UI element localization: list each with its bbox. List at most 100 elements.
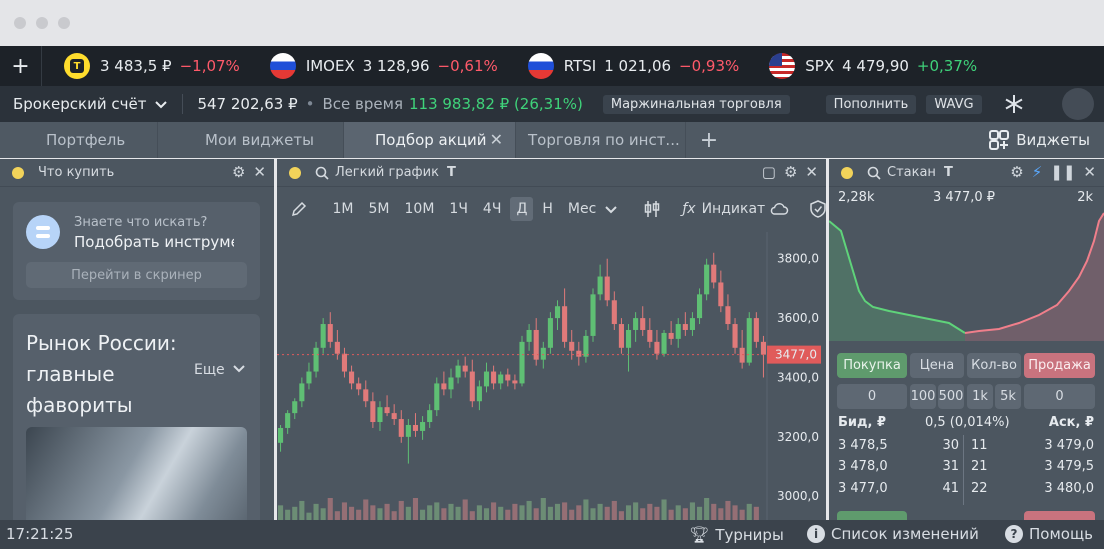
add-ticker-button[interactable]: + bbox=[0, 46, 42, 86]
deposit-button[interactable]: Пополнить bbox=[825, 94, 917, 114]
ticker-item[interactable]: RTSI 1 021,06 −0,93% bbox=[527, 53, 739, 79]
maximize-icon[interactable]: ▢ bbox=[761, 163, 776, 181]
ticker-price: 1 021,06 bbox=[604, 57, 672, 75]
candle bbox=[285, 413, 291, 428]
buy-button[interactable]: Покупка bbox=[837, 353, 907, 378]
close-tab-icon[interactable]: ✕ bbox=[489, 130, 503, 149]
price-button[interactable]: Цена bbox=[910, 353, 964, 378]
quick-qty-button[interactable]: 100 bbox=[910, 384, 936, 409]
tab-instrument-trading[interactable]: Торговля по инст... bbox=[516, 122, 686, 158]
wavg-button[interactable]: WAVG bbox=[926, 94, 982, 114]
tab-my-widgets[interactable]: Мои виджеты bbox=[158, 122, 344, 158]
margin-trading-button[interactable]: Маржинальная торговля bbox=[602, 94, 790, 114]
candle bbox=[540, 347, 546, 360]
account-selector[interactable]: Брокерский счёт bbox=[13, 95, 168, 113]
search-icon[interactable] bbox=[315, 166, 329, 180]
ticker-item[interactable]: T 3 483,5 ₽ −1,07% bbox=[64, 53, 240, 79]
timeframe-button[interactable]: 1Ч bbox=[449, 201, 468, 217]
sell-button[interactable]: Продажа bbox=[1024, 353, 1095, 378]
candle bbox=[597, 276, 603, 295]
snowflake-icon[interactable] bbox=[1004, 94, 1024, 114]
volume-bar bbox=[590, 508, 596, 520]
volume-bar bbox=[583, 499, 589, 520]
volume-bar bbox=[384, 503, 390, 520]
chevron-down-icon[interactable] bbox=[605, 203, 617, 215]
volume-bar bbox=[633, 502, 639, 520]
bullet-separator: • bbox=[305, 95, 315, 113]
volume-bar bbox=[469, 511, 475, 520]
candle bbox=[349, 371, 355, 384]
ticker-price: 3 483,5 ₽ bbox=[100, 57, 172, 75]
quick-qty-button[interactable]: 1k bbox=[967, 384, 993, 409]
close-icon[interactable]: ✕ bbox=[253, 163, 266, 181]
close-icon[interactable]: ✕ bbox=[805, 163, 818, 181]
window-dot-icon[interactable] bbox=[36, 17, 48, 29]
tab-stock-picker[interactable]: Подбор акций ✕ bbox=[344, 122, 516, 158]
ticker-change: +0,37% bbox=[916, 57, 978, 75]
ask-qty: 11 bbox=[971, 438, 988, 453]
gear-icon[interactable]: ⚙ bbox=[783, 163, 798, 181]
pause-icon[interactable]: ❚❚ bbox=[1050, 163, 1076, 181]
orderbook-row[interactable]: 3 477,0 41 22 3 480,0 bbox=[829, 479, 1104, 499]
go-to-screener-button[interactable]: Перейти в скринер bbox=[26, 262, 247, 288]
window-dot-icon[interactable] bbox=[14, 17, 26, 29]
ticker-item[interactable]: IMOEX 3 128,96 −0,61% bbox=[269, 53, 498, 79]
function-icon: ƒx bbox=[682, 201, 696, 217]
timeframe-button[interactable]: Мес bbox=[567, 201, 597, 217]
depth-chart[interactable] bbox=[829, 211, 1104, 341]
link-color-icon[interactable] bbox=[841, 166, 853, 179]
window-dot-icon[interactable] bbox=[58, 17, 70, 29]
search-icon[interactable] bbox=[867, 166, 881, 180]
period-label[interactable]: Все время bbox=[322, 95, 403, 113]
close-icon[interactable]: ✕ bbox=[1083, 163, 1096, 181]
volume-bar bbox=[412, 498, 419, 520]
sell-submit-button[interactable] bbox=[1024, 511, 1095, 520]
sell-quantity-input[interactable]: 0 bbox=[1024, 384, 1095, 409]
indicators-button[interactable]: Индикат bbox=[701, 201, 766, 217]
gear-icon[interactable]: ⚙ bbox=[231, 163, 246, 181]
ticker-badge[interactable]: T bbox=[943, 165, 953, 180]
market-photo[interactable] bbox=[26, 427, 247, 520]
buy-quantity-input[interactable]: 0 bbox=[837, 384, 907, 409]
candles-icon[interactable] bbox=[643, 200, 660, 218]
avatar[interactable] bbox=[1062, 88, 1094, 120]
orderbook-row[interactable]: 3 478,5 30 11 3 479,0 bbox=[829, 436, 1104, 456]
timeframe-button-active[interactable]: Д bbox=[510, 197, 534, 221]
timeframe-button[interactable]: 5М bbox=[368, 201, 390, 217]
buy-submit-button[interactable] bbox=[837, 511, 907, 520]
hint-action[interactable]: Подобрать инструмент bbox=[74, 233, 234, 251]
quick-qty-button[interactable]: 5k bbox=[995, 384, 1021, 409]
shield-icon[interactable] bbox=[809, 200, 826, 218]
lightning-icon[interactable]: ⚡ bbox=[1031, 163, 1043, 181]
link-color-icon[interactable] bbox=[289, 166, 301, 179]
mid-price: 3 477,0 ₽ bbox=[933, 190, 996, 205]
tournaments-link[interactable]: 🏆︎ Турниры bbox=[689, 525, 784, 544]
timeframe-button[interactable]: Н bbox=[542, 201, 553, 217]
candle bbox=[704, 264, 710, 295]
orderbook-row[interactable]: 3 478,0 31 21 3 479,5 bbox=[829, 457, 1104, 477]
candle bbox=[313, 347, 319, 372]
gear-icon[interactable]: ⚙ bbox=[1010, 163, 1024, 181]
candle bbox=[668, 332, 674, 339]
add-tab-button[interactable]: + bbox=[686, 122, 732, 158]
timeframe-button[interactable]: 1М bbox=[332, 201, 354, 217]
candle bbox=[746, 318, 752, 363]
ticker-item[interactable]: SPX 4 479,90 +0,37% bbox=[769, 53, 977, 79]
link-color-icon[interactable] bbox=[12, 166, 24, 179]
more-button[interactable]: Еще bbox=[194, 362, 245, 378]
help-link[interactable]: ? Помощь bbox=[1005, 525, 1093, 543]
ticker-bar: + T 3 483,5 ₽ −1,07% IMOEX 3 128,96 −0,6… bbox=[0, 46, 1104, 86]
candlestick-chart[interactable]: 3800,0 3600,0 3400,0 3200,0 3000,0 3477,0 bbox=[277, 232, 826, 520]
ticker-badge[interactable]: T bbox=[446, 165, 456, 180]
timeframe-button[interactable]: 4Ч bbox=[482, 201, 502, 217]
timeframe-button[interactable]: 10М bbox=[404, 201, 435, 217]
quantity-button[interactable]: Кол-во bbox=[967, 353, 1021, 378]
quick-qty-button[interactable]: 500 bbox=[938, 384, 964, 409]
widgets-button[interactable]: Виджеты bbox=[988, 122, 1090, 158]
pencil-icon[interactable] bbox=[291, 201, 307, 217]
changelog-link[interactable]: i Список изменений bbox=[807, 525, 979, 543]
tab-portfolio[interactable]: Портфель bbox=[0, 122, 158, 158]
account-bar: Брокерский счёт 547 202,63 ₽ • Все время… bbox=[0, 86, 1104, 122]
candle bbox=[505, 374, 511, 381]
cloud-icon[interactable] bbox=[769, 201, 789, 217]
